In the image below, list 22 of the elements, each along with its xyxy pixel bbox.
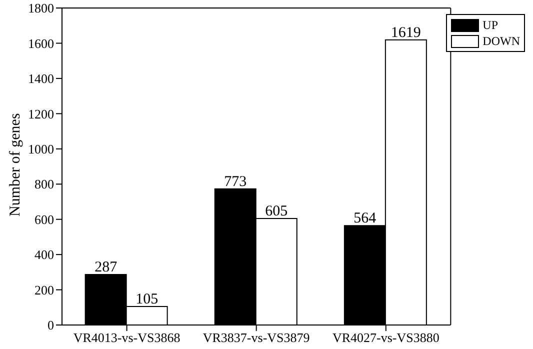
y-tick-label: 1800 bbox=[28, 0, 54, 16]
y-tick-label: 400 bbox=[34, 247, 54, 262]
y-tick-label: 600 bbox=[34, 212, 54, 227]
data-label: 1619 bbox=[390, 24, 421, 41]
data-label: 564 bbox=[354, 210, 377, 227]
legend-label: UP bbox=[482, 18, 498, 32]
x-tick-label: VR4027-vs-VS3880 bbox=[332, 330, 440, 346]
data-label: 105 bbox=[136, 292, 158, 308]
data-label: 605 bbox=[265, 203, 288, 220]
y-tick-label: 800 bbox=[34, 176, 54, 192]
y-tick-label: 1400 bbox=[28, 71, 54, 86]
y-tick-label: 200 bbox=[34, 282, 54, 298]
x-tick-label: VR4013-vs-VS3868 bbox=[73, 330, 180, 346]
x-tick-label: VR3837-vs-VS3879 bbox=[202, 330, 310, 346]
y-tick-label: 1000 bbox=[28, 142, 54, 157]
y-tick-label: 0 bbox=[48, 318, 54, 333]
y-tick-label: 1200 bbox=[28, 106, 54, 122]
y-tick-label: 1600 bbox=[28, 36, 54, 51]
legend-label: DOWN bbox=[482, 34, 520, 48]
y-axis-title: Number of genes bbox=[7, 113, 24, 216]
data-label: 287 bbox=[94, 259, 118, 276]
data-label: 773 bbox=[224, 174, 247, 190]
